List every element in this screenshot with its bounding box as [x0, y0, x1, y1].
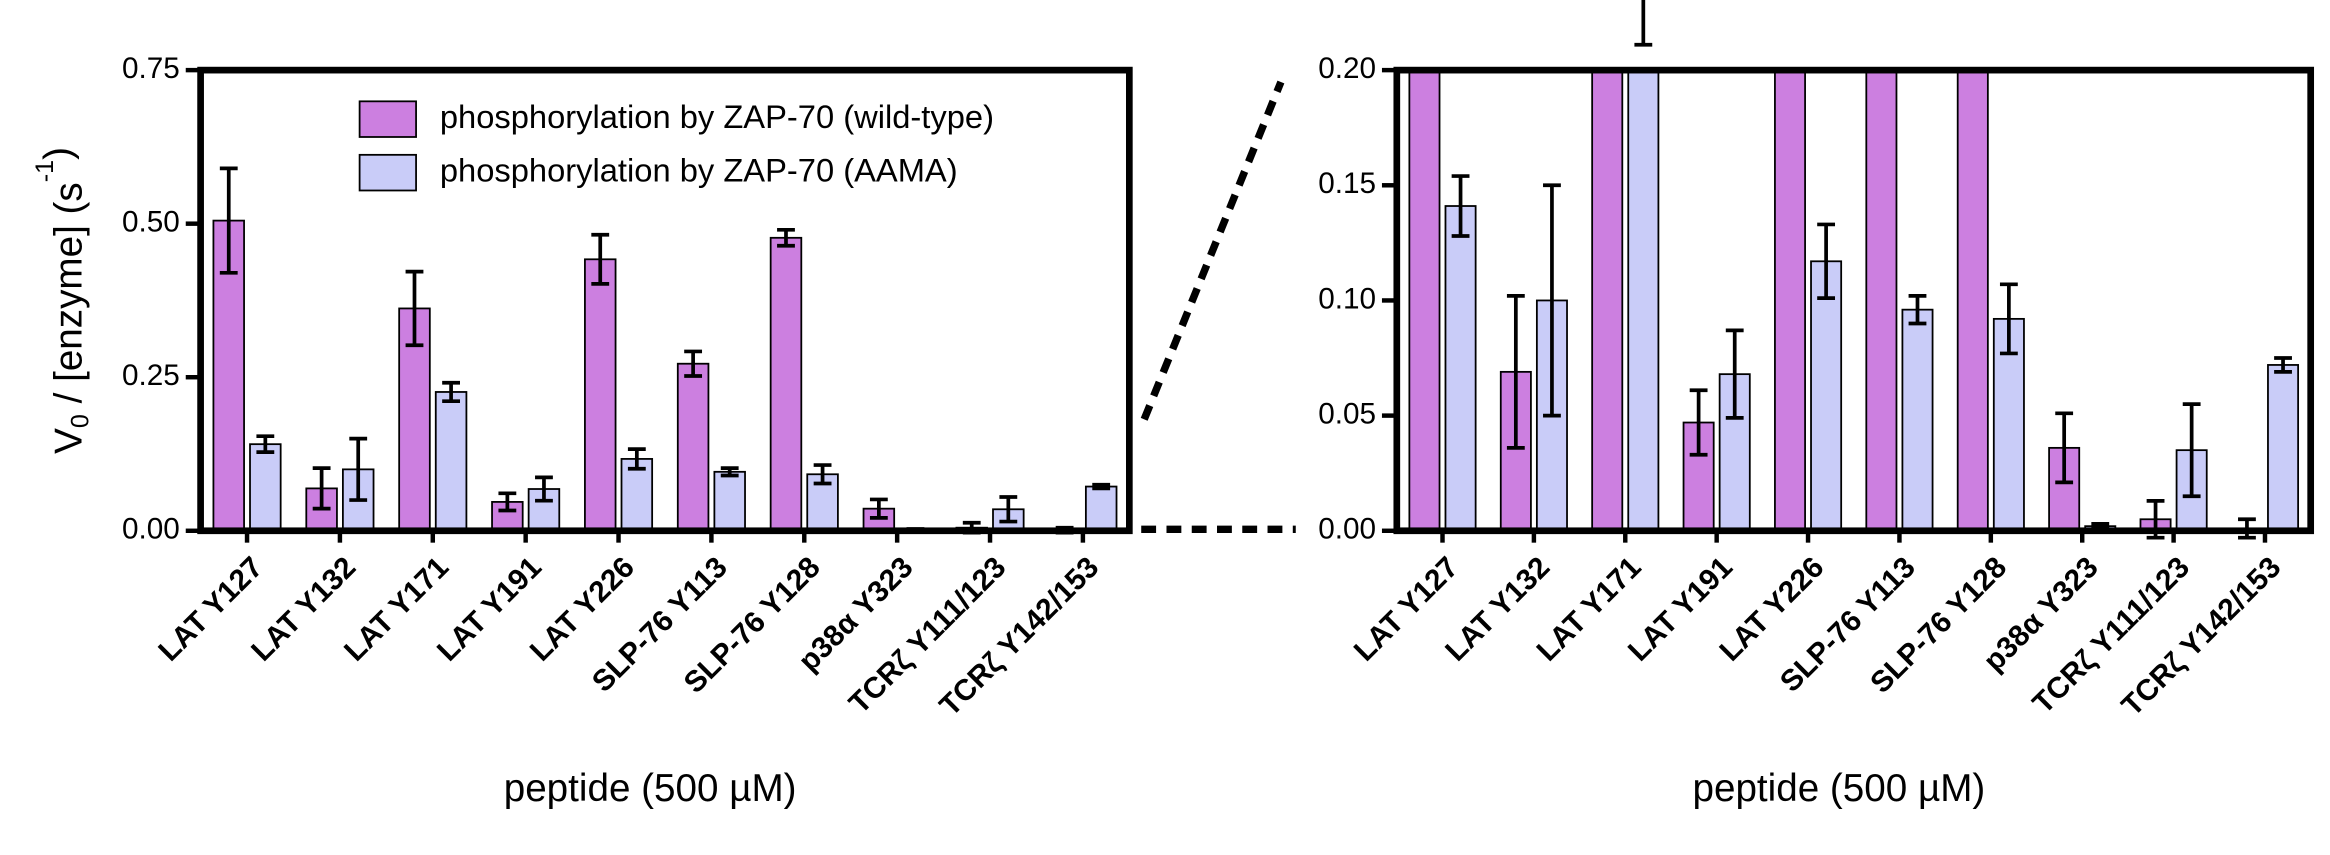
y-tick-label: 0.75	[122, 52, 180, 85]
bar	[584, 258, 617, 532]
y-tick-label: 0.50	[122, 206, 180, 239]
error-bar	[1634, 0, 1653, 47]
bars	[1408, 70, 2300, 532]
y-tick-label: 0.25	[122, 359, 180, 392]
bar	[1810, 260, 1843, 532]
y-tick-label: 0.20	[1318, 52, 1376, 85]
bar	[769, 236, 803, 532]
y-tick-label: 0.10	[1318, 282, 1376, 315]
y-tick-label: 0.00	[1318, 513, 1376, 546]
error-bar	[1689, 388, 1708, 457]
error-bar	[312, 466, 331, 511]
error-bar	[1908, 293, 1927, 326]
bar	[1408, 70, 1441, 532]
error-bar	[349, 436, 368, 502]
error-bar	[777, 227, 795, 248]
bar	[434, 391, 468, 532]
bar	[676, 362, 710, 532]
y-axis-label-part: / [enzyme] (s	[48, 182, 91, 414]
error-bar	[2182, 402, 2201, 499]
x-axis-label: peptide (500 µM)	[1692, 767, 1985, 810]
bars	[212, 219, 1118, 532]
y-tick-label: 0.15	[1318, 167, 1376, 200]
legend-swatch	[358, 153, 417, 192]
bar	[1901, 308, 1934, 532]
legend-label: phosphorylation by ZAP-70 (AAMA)	[440, 151, 958, 188]
error-bar	[219, 166, 238, 275]
plot-frame	[1393, 66, 2315, 535]
bar	[249, 443, 282, 532]
bar	[1865, 70, 1898, 532]
error-bar	[1999, 282, 2018, 356]
y-tick-label: 0.00	[122, 513, 180, 546]
bar	[1627, 70, 1660, 532]
x-axis-label: peptide (500 µM)	[504, 767, 797, 810]
x-tick-label: TCRζ Y142/153	[2115, 551, 2287, 723]
error-bar	[535, 475, 553, 503]
y-axis-label-part: 0	[66, 414, 94, 428]
x-tick-label: TCRζ Y111/123	[843, 551, 1013, 721]
error-bar	[2274, 356, 2292, 374]
y-axis-label: V0 / [enzyme] (s-1)	[31, 147, 95, 454]
y-tick-label: 0.05	[1318, 397, 1376, 430]
bar	[2267, 364, 2300, 532]
error-bar	[1543, 183, 1561, 418]
bar	[1591, 70, 1624, 532]
error-bar	[1725, 328, 1744, 420]
y-axis-label-part: )	[37, 147, 80, 160]
error-bar	[442, 380, 461, 404]
error-bar	[498, 491, 517, 513]
error-bar	[256, 434, 275, 455]
x-tick-label: TCRζ Y111/123	[2026, 551, 2196, 721]
error-bar	[627, 447, 646, 471]
error-bar	[1506, 293, 1525, 450]
legend-label: phosphorylation by ZAP-70 (wild-type)	[440, 98, 994, 135]
error-bar	[1092, 482, 1111, 491]
error-bar	[813, 463, 832, 486]
bar	[1774, 70, 1806, 532]
legend-swatch	[358, 100, 417, 138]
error-bar	[869, 497, 888, 520]
error-bar	[999, 495, 1018, 524]
error-bar	[684, 349, 703, 378]
zoom-connector	[1140, 80, 1285, 421]
error-bar	[405, 269, 424, 348]
bar	[1444, 205, 1477, 532]
error-bar	[591, 232, 610, 286]
error-bar	[1451, 174, 1470, 238]
error-bar	[2055, 411, 2074, 485]
plot-frame	[197, 66, 1133, 535]
bar	[1956, 70, 1989, 532]
y-axis-label-part: -1	[31, 160, 59, 182]
error-bar	[720, 466, 739, 478]
x-tick-label: TCRζ Y142/153	[933, 551, 1105, 723]
error-bar	[1817, 222, 1836, 301]
bar	[713, 470, 746, 532]
bar	[1084, 485, 1118, 532]
y-axis-label-part: V	[48, 428, 91, 454]
